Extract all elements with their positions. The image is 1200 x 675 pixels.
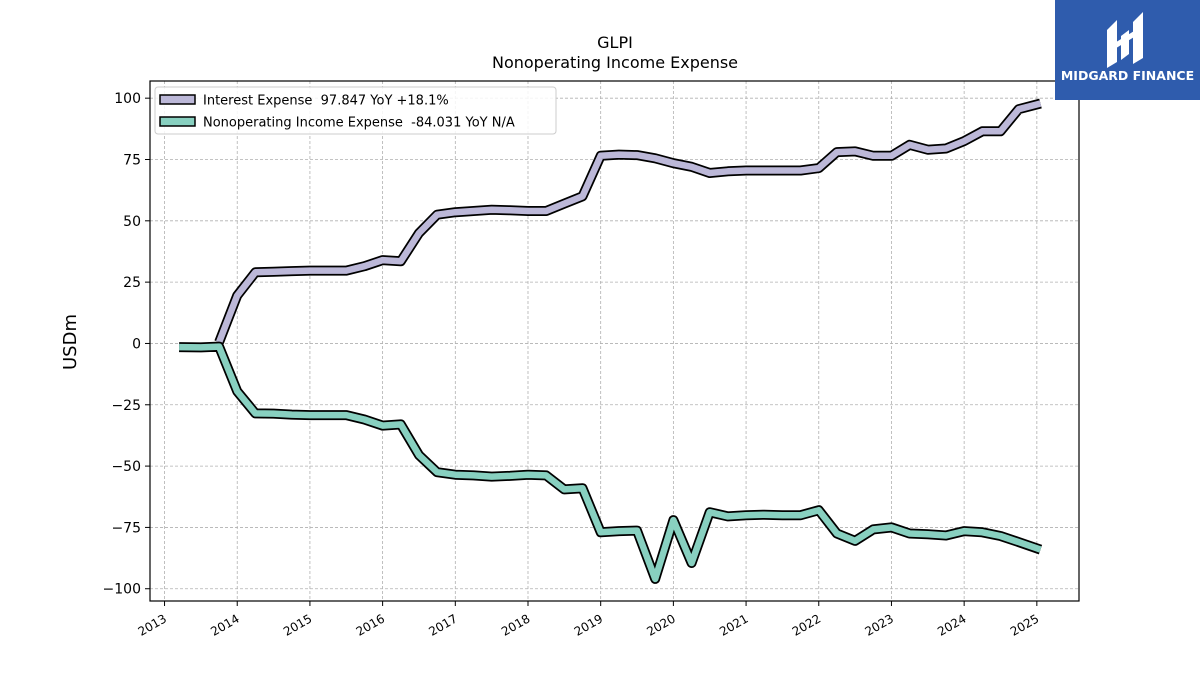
x-tick-label: 2013	[136, 611, 169, 638]
y-tick-label: 50	[123, 214, 141, 230]
series-line-interest-expense	[216, 100, 1042, 344]
brand-logo: MIDGARD FINANCE	[1055, 0, 1200, 100]
chart-subtitle: Nonoperating Income Expense	[492, 53, 738, 72]
x-tick-label: 2016	[354, 611, 387, 638]
y-axis-label: USDm	[60, 314, 81, 370]
chart-title: GLPI	[597, 33, 633, 52]
series-line-nonoperating-income-expense	[179, 343, 1042, 583]
y-tick-label: 75	[123, 152, 141, 168]
x-tick-label: 2017	[426, 611, 459, 638]
legend-swatch-interest-expense	[159, 94, 196, 105]
y-tick-label: 25	[123, 275, 141, 291]
plot-frame	[149, 80, 1080, 602]
series-outline-nonoperating-income-expense	[179, 341, 1043, 584]
x-tick-label: 2023	[863, 611, 896, 638]
x-axis: 2013 2014 2015 2016 2017 2018 2019 2020 2021 2022…	[136, 601, 1041, 639]
logo-mark-icon	[1107, 12, 1143, 68]
legend-swatch-nonoperating-income-expense	[159, 116, 196, 127]
series-layer	[179, 98, 1043, 584]
x-tick-label: 2025	[1008, 611, 1041, 638]
y-tick-label: −25	[111, 398, 141, 414]
legend-label-interest-expense: Interest Expense 97.847 YoY +18.1%	[203, 94, 449, 109]
x-tick-label: 2020	[644, 611, 677, 638]
x-tick-label: 2024	[935, 611, 968, 638]
x-tick-label: 2015	[281, 611, 314, 638]
x-tick-label: 2018	[499, 611, 532, 638]
y-tick-label: −100	[103, 582, 141, 598]
x-tick-label: 2021	[717, 611, 750, 638]
y-axis: 100 75 50 25 0 −25 −50 −75 −100	[103, 91, 150, 598]
series-outline-interest-expense	[214, 98, 1042, 345]
y-tick-label: −75	[111, 520, 141, 536]
y-tick-label: 100	[114, 91, 141, 107]
y-tick-label: 0	[132, 336, 141, 352]
y-tick-label: −50	[111, 459, 141, 475]
x-tick-label: 2019	[572, 611, 605, 638]
x-tick-label: 2022	[790, 611, 823, 638]
legend: Interest Expense 97.847 YoY +18.1% Nonop…	[154, 86, 557, 135]
x-tick-label: 2014	[208, 611, 241, 638]
legend-box	[154, 86, 557, 135]
legend-label-nonoperating-income-expense: Nonoperating Income Expense -84.031 YoY …	[203, 116, 515, 131]
logo-text: MIDGARD FINANCE	[1060, 68, 1195, 83]
